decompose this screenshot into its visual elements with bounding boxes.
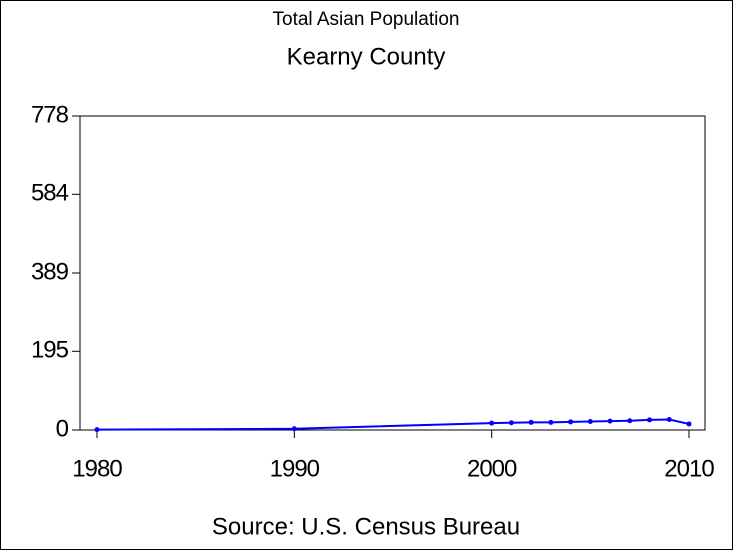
chart-title: Total Asian Population bbox=[273, 9, 460, 30]
y-tick-label: 584 bbox=[31, 180, 69, 207]
point bbox=[647, 417, 653, 423]
point bbox=[666, 417, 672, 423]
point bbox=[627, 418, 633, 424]
y-tick-label: 389 bbox=[31, 258, 69, 285]
x-tick-label: 2010 bbox=[664, 455, 714, 482]
point bbox=[94, 427, 100, 433]
x-tick-label: 2000 bbox=[467, 455, 517, 482]
point bbox=[686, 421, 692, 427]
point bbox=[291, 426, 297, 432]
point bbox=[528, 419, 534, 425]
point bbox=[548, 419, 554, 425]
point bbox=[508, 420, 514, 426]
point bbox=[587, 419, 593, 425]
x-tick-label: 1990 bbox=[270, 455, 320, 482]
point bbox=[489, 420, 495, 426]
y-tick-label: 195 bbox=[31, 337, 69, 364]
point bbox=[607, 418, 613, 424]
x-tick-label: 1980 bbox=[72, 455, 122, 482]
y-tick-label: 778 bbox=[31, 101, 69, 128]
y-tick-label: 0 bbox=[56, 415, 69, 442]
source-note: Source: U.S. Census Bureau bbox=[212, 513, 520, 540]
point bbox=[568, 419, 574, 425]
chart-subtitle: Kearny County bbox=[287, 43, 446, 70]
